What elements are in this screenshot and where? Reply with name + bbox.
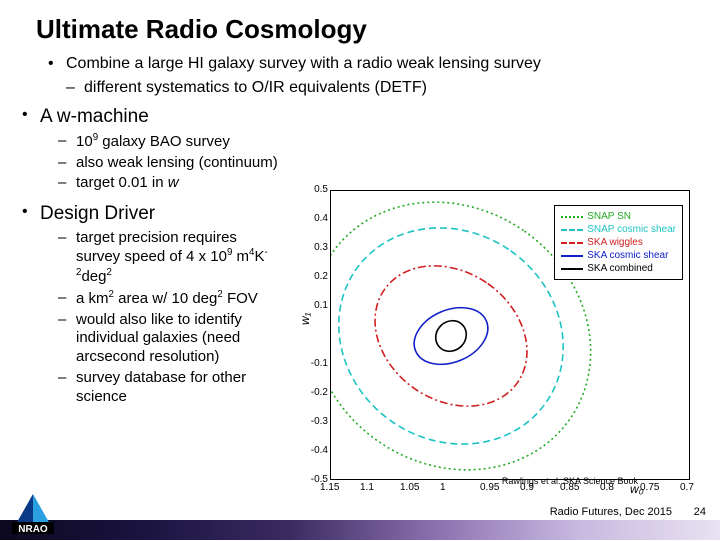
legend-swatch: [561, 268, 583, 270]
xtick: 0.95: [480, 482, 499, 493]
ytick: -0.4: [304, 445, 328, 456]
wmachine-heading: A w-machine: [18, 104, 720, 130]
legend-item: SNAP cosmic shear: [561, 223, 676, 236]
ytick: 0.2: [304, 271, 328, 282]
ytick: -0.2: [304, 387, 328, 398]
ytick: 0.3: [304, 242, 328, 253]
wmachine-item: also weak lensing (continuum): [58, 154, 278, 173]
chart-plot-area: SNAP SNSNAP cosmic shearSKA wigglesSKA c…: [330, 190, 690, 480]
legend-label: SNAP SN: [587, 210, 631, 223]
design-item: would also like to identify individual g…: [58, 311, 278, 367]
chart-legend: SNAP SNSNAP cosmic shearSKA wigglesSKA c…: [554, 205, 683, 280]
chart: w₁ SNAP SNSNAP cosmic shearSKA wigglesSK…: [300, 180, 700, 500]
xtick: 1.1: [360, 482, 374, 493]
legend-item: SKA wiggles: [561, 236, 676, 249]
nrao-logo: NRAO: [10, 494, 56, 536]
legend-item: SKA combined: [561, 262, 676, 275]
legend-label: SKA cosmic shear: [587, 249, 668, 262]
legend-label: SNAP cosmic shear: [587, 223, 676, 236]
ellipse-ska-combined: [429, 314, 472, 357]
intro-bullet-1: Combine a large HI galaxy survey with a …: [44, 53, 720, 75]
xtick: 0.7: [680, 482, 694, 493]
logo-text: NRAO: [18, 524, 48, 535]
ytick: -0.3: [304, 416, 328, 427]
legend-swatch: [561, 229, 583, 231]
intro-bullets: Combine a large HI galaxy survey with a …: [0, 53, 720, 98]
footer-strip: [0, 520, 720, 540]
xtick: 1.05: [400, 482, 419, 493]
ellipse-ska-cosmic-shear: [405, 297, 496, 375]
intro-bullet-1-sub: different systematics to O/IR equivalent…: [44, 77, 720, 99]
legend-label: SKA wiggles: [587, 236, 643, 249]
design-item: a km2 area w/ 10 deg2 FOV: [58, 289, 278, 309]
design-item: target precision requires survey speed o…: [58, 229, 278, 287]
chart-ylabel: w₁: [298, 313, 312, 325]
legend-item: SKA cosmic shear: [561, 249, 676, 262]
legend-swatch: [561, 242, 583, 244]
wmachine-item: 109 galaxy BAO survey: [58, 132, 278, 152]
xtick: 1: [440, 482, 446, 493]
wmachine-subitems: 109 galaxy BAO survey also weak lensing (…: [18, 132, 278, 193]
legend-swatch: [561, 255, 583, 257]
ytick: 0.4: [304, 213, 328, 224]
legend-swatch: [561, 216, 583, 218]
wmachine-item: target 0.01 in w: [58, 174, 278, 193]
page-title: Ultimate Radio Cosmology: [0, 0, 720, 53]
ytick: 0.5: [304, 184, 328, 195]
legend-label: SKA combined: [587, 262, 653, 275]
legend-item: SNAP SN: [561, 210, 676, 223]
page-number: 24: [694, 506, 706, 518]
ytick: -0.1: [304, 358, 328, 369]
ellipse-ska-wiggles: [348, 237, 554, 435]
chart-caption: Rawlings et al. SKA Science Book: [502, 476, 638, 486]
footer-text: Radio Futures, Dec 2015: [550, 506, 672, 518]
design-item: survey database for other science: [58, 369, 278, 407]
ytick: -0.5: [304, 474, 328, 485]
design-subitems: target precision requires survey speed o…: [18, 229, 278, 407]
ytick: 0.1: [304, 300, 328, 311]
